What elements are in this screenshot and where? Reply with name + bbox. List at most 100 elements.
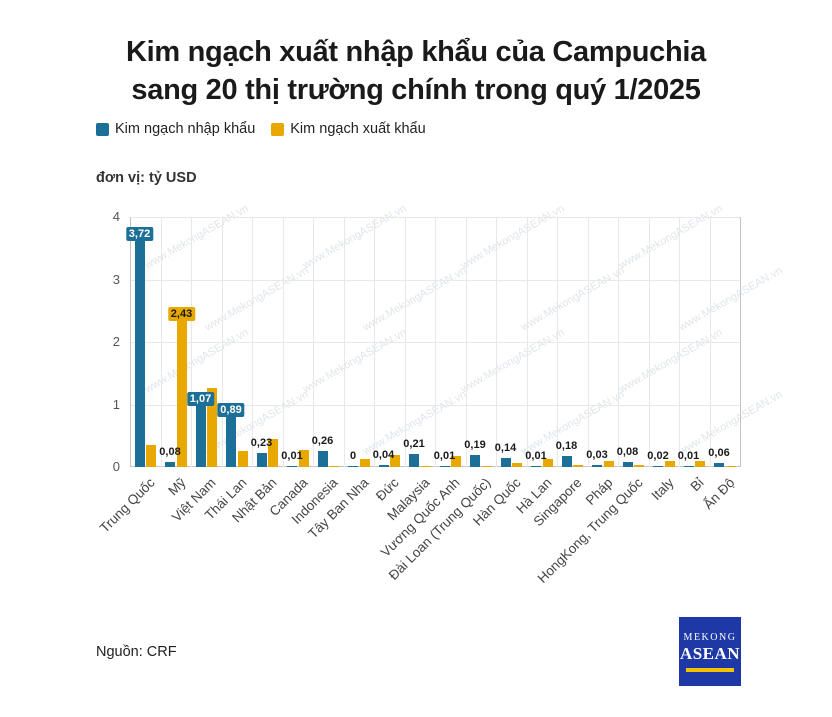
bar-value-label: 0,21 [403,437,425,450]
gridline [344,217,345,467]
watermark-text: www.MekongASEAN.vn [142,202,251,272]
bar-value-label: 0,01 [525,450,547,462]
y-tick-label: 3 [112,271,120,287]
gridline [283,217,284,467]
bar-value-label: 0,19 [464,439,486,452]
bar-nhap-khau [683,466,694,467]
watermark-text: www.MekongASEAN.vn [202,264,311,334]
source-note: Nguồn: CRF [96,644,177,660]
gridline [588,217,589,467]
legend-label-exports: Kim ngạch xuất khẩu [290,121,426,137]
bar-nhap-khau [439,466,450,467]
bar-xuat-khau [451,455,461,467]
mekong-asean-logo: MEKONG ASEAN [679,617,741,686]
bar-value-label: 0,01 [281,450,303,462]
bar-value-label: 0,06 [708,447,730,460]
gridline [191,217,192,467]
bar-xuat-khau [664,461,675,467]
bar-nhap-khau [470,455,480,467]
gridline [496,217,497,467]
unit-label: đơn vị: tỷ USD [96,170,197,186]
bar-xuat-khau [725,465,736,467]
bar-value-label: 1,07 [186,392,215,407]
gridline [435,217,436,467]
gridline [649,217,650,467]
bar-value-label: 2,43 [167,307,196,322]
y-tick-label: 1 [112,396,120,412]
bar-value-label: 0,01 [433,450,456,462]
bar-xuat-khau [573,465,583,467]
gridline [740,217,741,467]
gridline [161,217,162,467]
chart-title: Kim ngạch xuất nhập khẩu của Campuchia sa… [0,33,832,109]
y-tick-label: 2 [112,334,120,349]
bar-value-label: 0,14 [494,442,517,455]
bar-xuat-khau [268,438,278,467]
watermark-text: www.MekongASEAN.vn [616,326,725,396]
bar-nhap-khau [653,465,663,467]
bar-nhap-khau [165,462,175,467]
bar-value-label: 0,02 [647,449,669,462]
watermark-text: www.MekongASEAN.vn [676,388,785,458]
watermark-text: www.MekongASEAN.vn [300,326,409,396]
bar-xuat-khau [390,454,400,467]
bar-xuat-khau [542,458,553,467]
bar-nhap-khau [287,466,297,467]
gridline [313,217,314,467]
bar-xuat-khau [603,461,614,467]
bar-nhap-khau [378,464,389,467]
bar-xuat-khau [237,450,248,467]
watermark-text: www.MekongASEAN.vn [300,202,409,272]
gridline [252,217,253,467]
y-tick-label: 0 [112,459,120,474]
gridline [466,217,467,467]
bar-nhap-khau [409,453,419,467]
legend-swatch-exports-icon [271,122,285,136]
chart-title-line2: sang 20 thị trường chính trong quý 1/202… [131,74,701,106]
plot-area: www.MekongASEAN.vn www.MekongASEAN.vn www.… [125,202,785,467]
x-axis: Trung Quốc Mỹ Việt Nam Thái Lan Nhật Bản Cana… [97,467,740,617]
bar-value-label: 0,26 [311,434,334,447]
bar-value-label: 0,04 [372,448,395,461]
bar-nhap-khau [592,465,602,467]
bar-value-label: 0 [349,450,357,462]
bar-nhap-khau [500,458,511,467]
bar-value-label: 0,03 [586,449,608,462]
bar-value-label: 0,08 [159,446,181,458]
bar-nhap-khau [714,463,724,467]
watermark-text: www.MekongASEAN.vn [676,264,785,334]
bar-nhap-khau [317,450,328,467]
bar-value-label: 0,23 [250,436,273,449]
gridline [618,217,619,467]
watermark-text: www.MekongASEAN.vn [458,202,567,272]
bar-nhap-khau [622,462,633,467]
bar-value-label: 0,01 [677,450,700,462]
logo-accent-bar [686,667,734,672]
bar-value-label: 0,18 [555,439,578,452]
bar-value-label: 0,89 [217,403,245,418]
gridline [374,217,375,467]
gridline [710,217,711,467]
y-tick-label: 4 [112,209,120,224]
legend-item-imports: Kim ngạch nhập khẩu [96,121,255,137]
bar-nhap-khau [226,411,236,467]
bar-nhap-khau [195,400,206,467]
y-axis: 0 1 2 3 4 [84,209,120,474]
logo-text-asean: ASEAN [679,643,741,663]
bar-nhap-khau [561,455,572,467]
watermark-text: www.MekongASEAN.vn [360,264,469,334]
legend-label-imports: Kim ngạch nhập khẩu [115,121,256,137]
watermark-text: www.MekongASEAN.vn [458,326,567,396]
bar-nhap-khau [256,452,267,467]
bar-nhap-khau [134,234,145,467]
bar-xuat-khau [359,458,370,467]
gridline [679,217,680,467]
logo-text-mekong: MEKONG [683,631,737,643]
gridline [405,217,406,467]
bar-xuat-khau [298,449,309,467]
watermark-text: www.MekongASEAN.vn [518,264,627,334]
bar-nhap-khau [348,466,358,467]
bar-xuat-khau [695,461,705,467]
gridline [527,217,528,467]
